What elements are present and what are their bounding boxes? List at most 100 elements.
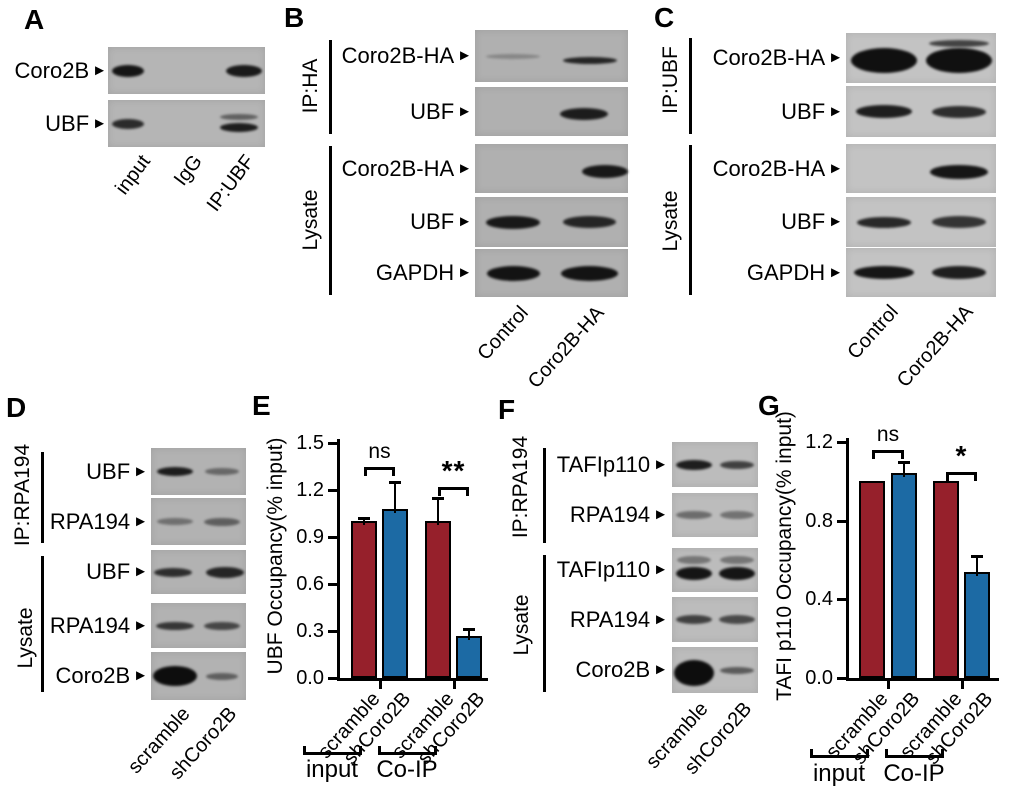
row-label: UBF ► <box>0 559 148 588</box>
row-label: GAPDH ► <box>212 260 472 289</box>
protein-band <box>219 123 258 132</box>
x-group-bracket <box>378 746 437 755</box>
row-label: RPA194 ► <box>0 509 148 538</box>
row-label: UBF ► <box>0 459 148 488</box>
row-arrow-icon: ► <box>92 61 107 79</box>
bar <box>382 508 408 678</box>
bar <box>425 521 451 678</box>
panel-letter-f: F <box>498 394 516 425</box>
y-tick <box>837 519 846 523</box>
x-tick <box>887 681 890 689</box>
protein-band <box>719 666 754 674</box>
row-label: Coro2B-HA ► <box>583 45 843 74</box>
row-arrow-icon: ► <box>133 667 148 684</box>
x-group-bracket <box>885 749 944 758</box>
sig-label: ns <box>368 439 391 463</box>
row-label: Coro2B ► <box>0 58 107 87</box>
row-label-text: GAPDH <box>375 260 455 285</box>
protein-band <box>153 567 192 577</box>
row-arrow-icon: ► <box>828 213 843 230</box>
protein-band <box>928 39 989 47</box>
row-label-text: TAFIp110 <box>556 557 651 582</box>
protein-band <box>152 666 197 686</box>
y-tick-label: 0.3 <box>296 620 324 642</box>
protein-band <box>561 265 619 281</box>
lane-label: Control <box>473 302 533 365</box>
error-bar <box>976 556 978 576</box>
panel-letter-e: E <box>252 390 271 421</box>
row-arrow-icon: ► <box>653 610 668 628</box>
protein-band <box>563 216 617 228</box>
row-arrow-icon: ► <box>653 561 668 578</box>
y-tick <box>328 583 337 586</box>
protein-band <box>112 118 145 129</box>
sig-bracket <box>946 471 977 481</box>
row-arrow-icon: ► <box>653 506 668 523</box>
x-group-bracket <box>303 746 362 755</box>
sig-bracket <box>872 449 904 459</box>
row-arrow-icon: ► <box>133 462 148 480</box>
protein-band <box>219 113 258 120</box>
protein-band <box>676 556 711 564</box>
protein-band <box>156 467 193 476</box>
row-label-text: Coro2B <box>14 57 90 83</box>
protein-band <box>719 556 754 564</box>
y-tick-label: 0.6 <box>296 573 324 595</box>
row-arrow-icon: ► <box>457 159 472 177</box>
row-label: RPA194 ► <box>408 607 668 636</box>
y-tick-label: 0.4 <box>805 588 833 611</box>
protein-band <box>155 621 194 630</box>
protein-band <box>675 511 712 519</box>
row-label: GAPDH ► <box>583 260 843 289</box>
y-tick-label: 0.8 <box>805 509 833 532</box>
lane-label: input <box>111 151 155 199</box>
blot-group-line <box>41 452 44 543</box>
protein-band <box>675 566 712 580</box>
row-label: Coro2B-HA ► <box>212 156 472 185</box>
row-arrow-icon: ► <box>457 47 472 64</box>
panel-letter-d: D <box>6 392 27 423</box>
panel-letter-c: C <box>654 2 675 33</box>
row-arrow-icon: ► <box>653 455 668 473</box>
row-arrow-icon: ► <box>133 563 148 580</box>
protein-band <box>931 266 986 279</box>
lane-label: Control <box>843 301 903 364</box>
protein-band <box>486 53 541 59</box>
row-label: TAFIp110 ► <box>408 557 668 586</box>
row-arrow-icon: ► <box>828 49 843 66</box>
panel-letter-b: B <box>284 2 305 33</box>
y-axis <box>846 438 849 681</box>
protein-band <box>855 105 912 118</box>
row-label-text: RPA194 <box>49 612 131 638</box>
y-axis-title: UBF Occupancy(% input) <box>264 437 287 675</box>
row-label: Coro2B-HA ► <box>583 156 843 185</box>
row-arrow-icon: ► <box>828 159 843 177</box>
y-tick <box>328 536 337 539</box>
row-label: UBF ► <box>0 111 107 140</box>
x-group-label: input <box>305 756 359 783</box>
x-tick <box>960 681 964 689</box>
y-tick-label: 1.2 <box>805 431 833 453</box>
error-cap <box>358 517 370 521</box>
row-arrow-icon: ► <box>92 114 107 132</box>
error-cap <box>463 628 475 632</box>
blot-group-line <box>689 38 692 134</box>
row-label-text: Coro2B-HA <box>341 43 455 68</box>
row-arrow-icon: ► <box>133 616 148 634</box>
error-bar <box>468 629 470 640</box>
row-label: TAFIp110 ► <box>408 452 668 481</box>
protein-band <box>718 566 755 580</box>
panel-letter-g: G <box>758 390 780 421</box>
protein-band <box>559 107 608 120</box>
protein-band <box>486 265 540 281</box>
x-group-label: Co-IP <box>376 756 438 783</box>
row-label-text: RPA194 <box>569 606 651 632</box>
y-tick <box>837 677 846 680</box>
y-tick <box>328 630 337 633</box>
y-tick-label: 1.2 <box>296 479 324 501</box>
row-arrow-icon: ► <box>653 661 668 678</box>
protein-band <box>204 621 241 630</box>
row-arrow-icon: ► <box>828 263 843 281</box>
bar <box>351 521 377 678</box>
